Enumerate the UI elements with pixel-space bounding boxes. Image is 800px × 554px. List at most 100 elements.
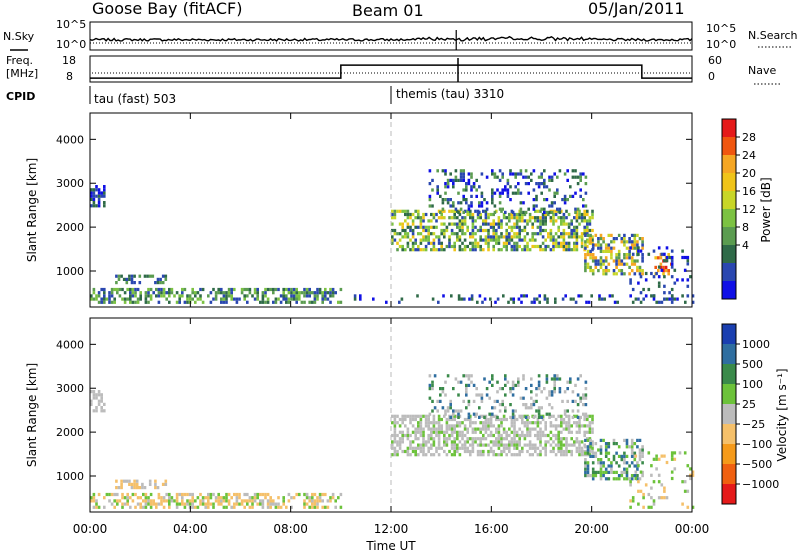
velocity-cell <box>253 499 257 503</box>
velocity-cell <box>256 502 259 506</box>
power-cell <box>432 248 436 252</box>
velocity-cell <box>575 449 579 454</box>
velocity-cell <box>437 427 441 431</box>
velocity-cell <box>126 499 129 503</box>
power-cell <box>449 198 452 202</box>
power-cell <box>501 175 504 179</box>
velocity-cell <box>437 421 441 425</box>
power-cell <box>92 201 96 205</box>
velocity-cell <box>636 477 639 481</box>
velocity-cell <box>450 430 454 434</box>
power-cell <box>594 256 598 260</box>
velocity-cell <box>480 393 484 397</box>
power-cell <box>510 228 514 233</box>
power-cell <box>549 216 553 220</box>
velocity-cell <box>506 380 510 384</box>
power-cell <box>583 209 586 213</box>
velocity-cell <box>391 440 394 444</box>
velocity-cell <box>432 453 436 457</box>
velocity-cell <box>411 430 415 434</box>
velocity-cell <box>168 499 171 503</box>
velocity-cell <box>191 492 194 497</box>
velocity-cell <box>508 449 511 454</box>
velocity-cell <box>511 383 515 387</box>
power-cell <box>97 300 101 304</box>
power-cell <box>515 241 519 245</box>
power-cell <box>292 294 296 298</box>
velocity-cell <box>391 414 394 418</box>
freq-unit-label: [MHz] <box>6 67 38 80</box>
power-cell <box>549 235 553 239</box>
velocity-cell <box>396 440 399 444</box>
velocity-cell <box>589 454 592 458</box>
velocity-cell <box>489 424 493 428</box>
velocity-cell <box>90 499 93 503</box>
power-colorbar-swatch <box>722 155 736 173</box>
velocity-cell <box>534 446 537 450</box>
velocity-cell <box>458 440 462 444</box>
power-cell <box>441 207 445 211</box>
power-cell <box>475 178 478 182</box>
power-cell <box>597 246 600 250</box>
velocity-cell <box>113 499 116 503</box>
power-cell <box>435 248 438 252</box>
power-cell <box>639 291 643 295</box>
velocity-cell <box>597 448 600 452</box>
velocity-cell <box>264 496 267 500</box>
velocity-cell <box>604 448 608 452</box>
velocity-cell <box>164 479 168 483</box>
power-cell <box>636 243 639 247</box>
power-cell <box>612 237 616 241</box>
velocity-cell <box>456 443 459 447</box>
velocity-cell <box>248 496 252 500</box>
power-cell <box>484 219 488 223</box>
power-cell <box>417 244 420 249</box>
velocity-cell <box>665 496 669 500</box>
velocity-cell <box>518 427 521 431</box>
power-cell <box>196 291 200 295</box>
power-cell <box>183 300 187 304</box>
velocity-cell <box>691 473 695 477</box>
velocity-cell <box>513 427 516 431</box>
velocity-cell <box>570 430 573 434</box>
velocity-cell <box>489 446 493 450</box>
power-cell <box>269 287 272 292</box>
velocity-cell <box>570 449 573 454</box>
power-cell <box>628 240 631 244</box>
velocity-cell <box>513 440 516 444</box>
power-cell <box>417 232 420 236</box>
velocity-cell <box>160 502 163 506</box>
power-cell <box>578 212 581 217</box>
power-cell <box>565 222 568 226</box>
power-cell <box>567 225 571 229</box>
velocity-cell <box>552 424 555 428</box>
power-cell <box>476 228 480 233</box>
power-cell <box>396 248 399 252</box>
velocity-cell <box>652 480 656 484</box>
power-cell <box>459 172 463 176</box>
velocity-colorbar-tick: −500 <box>742 458 772 471</box>
power-cell <box>560 235 563 239</box>
power-cell <box>523 219 527 223</box>
power-cell <box>498 178 502 182</box>
velocity-cell <box>141 486 144 490</box>
velocity-cell <box>461 437 464 441</box>
power-cell <box>401 228 404 233</box>
power-cell <box>533 300 536 304</box>
velocity-cell <box>248 505 252 509</box>
power-cell <box>445 244 449 249</box>
power-cell <box>97 191 101 195</box>
power-cell <box>573 244 576 249</box>
velocity-cell <box>591 477 595 481</box>
x-axis: 00:00 04:00 08:00 12:00 16:00 20:00 00:00 <box>73 113 709 536</box>
power-cell <box>391 235 394 239</box>
power-cell <box>602 269 605 273</box>
power-cell <box>650 271 653 276</box>
power-cell <box>404 228 407 233</box>
velocity-cell <box>201 502 205 506</box>
power-cell <box>523 235 527 239</box>
velocity-cell <box>134 492 137 497</box>
velocity-cell <box>430 437 433 441</box>
power-cell <box>456 225 459 229</box>
power-cell <box>647 252 651 256</box>
